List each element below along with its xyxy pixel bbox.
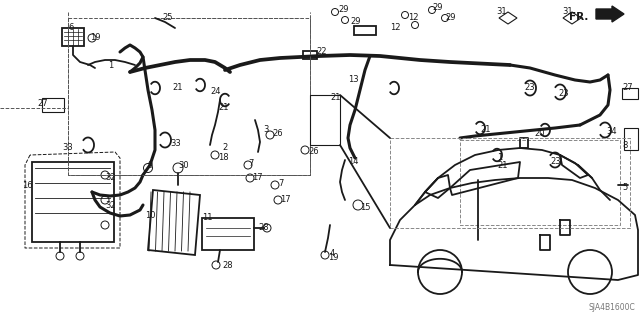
- Polygon shape: [148, 190, 200, 255]
- Text: 21: 21: [330, 93, 340, 101]
- Text: 19: 19: [90, 33, 100, 42]
- Text: FR.: FR.: [568, 12, 588, 22]
- Bar: [624, 128, 638, 150]
- FancyArrow shape: [596, 6, 624, 22]
- Text: 7: 7: [248, 159, 253, 167]
- Text: 1: 1: [108, 61, 113, 70]
- Text: 23: 23: [550, 158, 561, 167]
- Text: 17: 17: [280, 196, 291, 204]
- Bar: [62, 28, 84, 46]
- Text: 21: 21: [218, 103, 228, 113]
- Text: 2: 2: [222, 144, 227, 152]
- Text: 32: 32: [105, 201, 116, 210]
- Text: SJA4B1600C: SJA4B1600C: [588, 303, 635, 312]
- Bar: [354, 26, 376, 34]
- Text: 34: 34: [606, 128, 616, 137]
- Text: 29: 29: [350, 18, 360, 26]
- Text: 31: 31: [562, 8, 573, 17]
- Text: 22: 22: [316, 48, 326, 56]
- Bar: [42, 98, 64, 112]
- Text: 24: 24: [210, 87, 221, 97]
- Polygon shape: [563, 12, 581, 24]
- Text: 19: 19: [328, 254, 339, 263]
- Text: 23: 23: [524, 84, 534, 93]
- Text: 30: 30: [178, 160, 189, 169]
- Text: 29: 29: [338, 5, 349, 14]
- Text: 4: 4: [330, 249, 335, 257]
- Text: 32: 32: [105, 174, 116, 182]
- Text: 33: 33: [62, 144, 73, 152]
- Text: 9: 9: [148, 160, 153, 169]
- Text: 14: 14: [348, 158, 358, 167]
- Text: 26: 26: [308, 147, 319, 157]
- Text: 11: 11: [202, 213, 212, 222]
- Text: 7: 7: [278, 179, 284, 188]
- Text: 1: 1: [497, 152, 502, 161]
- Text: 21: 21: [480, 125, 490, 135]
- Text: 31: 31: [496, 8, 507, 17]
- Bar: [622, 88, 638, 99]
- Text: 12: 12: [408, 13, 419, 23]
- Text: 27: 27: [37, 99, 47, 108]
- Text: 28: 28: [258, 224, 269, 233]
- Text: 28: 28: [222, 261, 232, 270]
- Text: 29: 29: [445, 13, 456, 23]
- Text: 15: 15: [360, 203, 371, 211]
- Text: 21: 21: [172, 84, 182, 93]
- Bar: [303, 51, 317, 59]
- Bar: [202, 218, 254, 250]
- Text: 8: 8: [622, 140, 627, 150]
- Text: 18: 18: [218, 153, 228, 162]
- Bar: [32, 162, 114, 242]
- Text: 29: 29: [432, 4, 442, 12]
- Text: 6: 6: [68, 24, 74, 33]
- Text: 27: 27: [622, 84, 632, 93]
- Text: 13: 13: [348, 76, 358, 85]
- Text: 5: 5: [622, 183, 627, 192]
- Text: 16: 16: [22, 181, 33, 189]
- Text: 21: 21: [497, 160, 508, 169]
- Text: 20: 20: [534, 129, 545, 137]
- Text: 25: 25: [162, 13, 173, 23]
- Text: 33: 33: [170, 138, 180, 147]
- Text: 17: 17: [252, 173, 262, 182]
- Text: 26: 26: [272, 129, 283, 137]
- Polygon shape: [499, 12, 517, 24]
- Text: 10: 10: [145, 211, 156, 219]
- Text: 12: 12: [390, 24, 401, 33]
- Text: 3: 3: [263, 125, 268, 135]
- Text: 23: 23: [558, 88, 568, 98]
